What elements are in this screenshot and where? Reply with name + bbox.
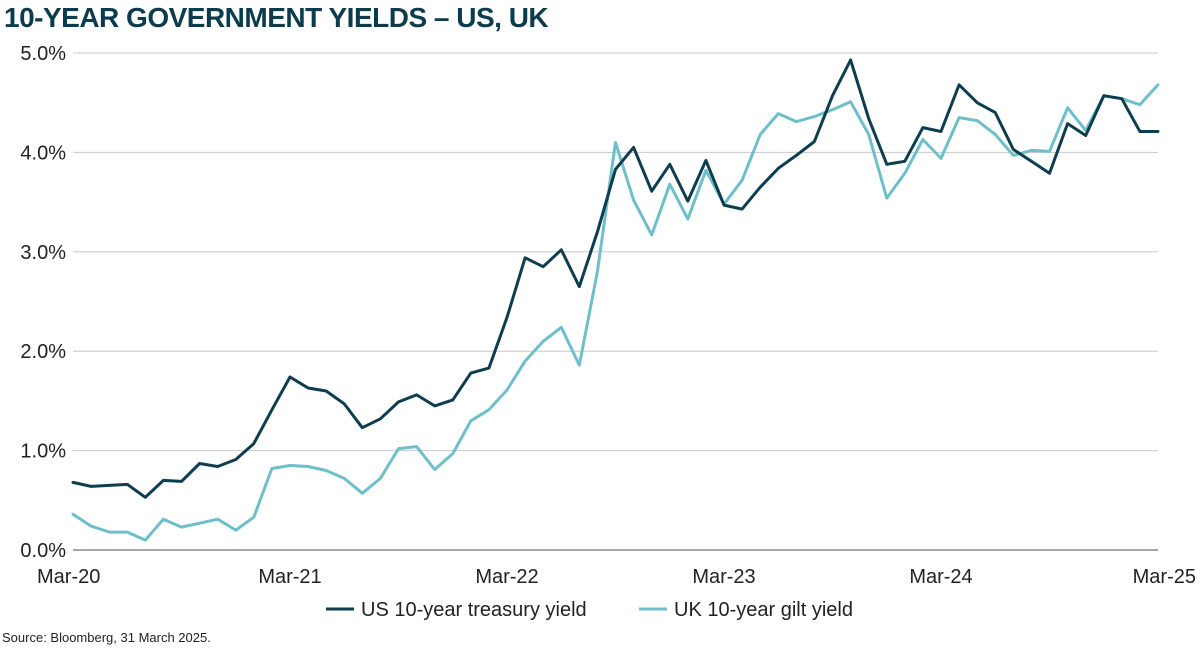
x-axis-ticks: Mar-20 Mar-21 Mar-22 Mar-23 Mar-24 Mar-25 — [37, 566, 1196, 588]
y-tick-label: 3.0% — [20, 242, 66, 264]
chart-title: 10-YEAR GOVERNMENT YIELDS – US, UK — [4, 2, 549, 33]
series-line — [71, 58, 1160, 499]
y-tick-label: 1.0% — [20, 441, 66, 463]
y-tick-label: 0.0% — [20, 540, 66, 562]
series-lines — [71, 58, 1160, 542]
x-tick-label: Mar-22 — [475, 566, 538, 588]
legend-label: UK 10-year gilt yield — [674, 599, 853, 621]
x-tick-label: Mar-24 — [909, 566, 972, 588]
y-axis-ticks: 0.0% 1.0% 2.0% 3.0% 4.0% 5.0% — [20, 43, 66, 562]
x-tick-label: Mar-25 — [1133, 566, 1196, 588]
x-tick-label: Mar-21 — [258, 566, 321, 588]
x-tick-label: Mar-20 — [37, 566, 100, 588]
series-line — [71, 83, 1160, 542]
gridlines — [73, 52, 1158, 551]
legend: US 10-year treasury yield UK 10-year gilt… — [326, 599, 853, 621]
source-note: Source: Bloomberg, 31 March 2025. — [2, 630, 211, 645]
legend-label: US 10-year treasury yield — [361, 599, 587, 621]
y-tick-label: 5.0% — [20, 43, 66, 65]
y-tick-label: 2.0% — [20, 341, 66, 363]
x-tick-label: Mar-23 — [692, 566, 755, 588]
y-tick-label: 4.0% — [20, 142, 66, 164]
